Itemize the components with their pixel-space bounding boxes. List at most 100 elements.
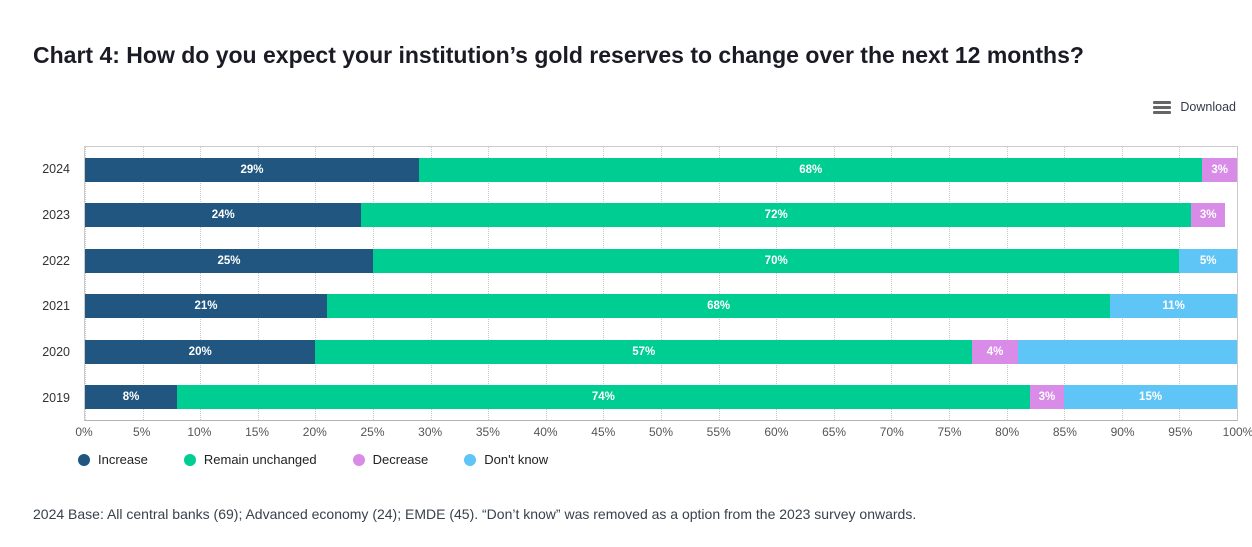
x-axis-tick-label: 25% (360, 425, 385, 439)
legend-item[interactable]: Remain unchanged (183, 452, 317, 467)
bar-value-label: 8% (122, 391, 140, 404)
x-axis-tick-label: 0% (75, 425, 93, 439)
gridline (1121, 147, 1123, 420)
bar-segment[interactable]: 3% (1202, 157, 1237, 182)
y-axis-label: 2020 (42, 345, 70, 360)
gridline (257, 147, 259, 420)
x-axis-tick-label: 55% (706, 425, 731, 439)
bar-segment[interactable]: 3% (1029, 385, 1065, 410)
bar-segment[interactable]: 25% (85, 248, 373, 273)
bar-segment[interactable]: 3% (1190, 203, 1226, 228)
bar-segment[interactable]: 29% (85, 157, 420, 182)
bar-segment[interactable]: 11% (1110, 294, 1237, 319)
x-axis-tick-label: 40% (533, 425, 558, 439)
y-axis-label: 2019 (42, 391, 70, 406)
gridline (1006, 147, 1008, 420)
x-axis-tick-label: 70% (879, 425, 904, 439)
bar-value-label: 4% (986, 345, 1004, 358)
gridline (545, 147, 547, 420)
x-axis-labels: 0% 5% 10% 15% 20% 25% 30% 35% 40% 45% 50% 55% 60% 65%… (75, 425, 1252, 441)
bar-value-label: 57% (632, 345, 656, 358)
hamburger-menu-icon (1153, 100, 1172, 114)
bar-value-label: 5% (1199, 254, 1217, 267)
x-axis-tick-label: 95% (1168, 425, 1193, 439)
gridline (373, 147, 374, 420)
bar-segment[interactable] (1018, 339, 1237, 364)
bar-value-label: 74% (591, 391, 615, 404)
legend-marker-icon (464, 453, 477, 466)
bar-row-2024: 29% 68% 3% (85, 157, 1237, 182)
y-axis-label: 2024 (42, 161, 70, 176)
y-axis-label: 2023 (42, 207, 70, 222)
bar-segment[interactable]: 68% (419, 157, 1203, 182)
bar-segment[interactable]: 74% (177, 385, 1030, 410)
gridline (833, 147, 835, 420)
bar-segment[interactable]: 57% (315, 339, 973, 364)
stacked-bar-plot-area: 29% 68% 3% 24% 72% 3% 25% 70% 5% 21% 68% 11% 20% 57% 4… (84, 146, 1238, 421)
x-axis-tick-label: 5% (133, 425, 151, 439)
gridline (1237, 147, 1238, 420)
gridline (488, 147, 490, 420)
bar-segment[interactable]: 70% (373, 248, 1180, 273)
x-axis-tick-label: 10% (187, 425, 212, 439)
x-axis-tick-label: 45% (591, 425, 616, 439)
gridline (315, 147, 317, 420)
bar-segment[interactable]: 4% (972, 339, 1019, 364)
legend-item[interactable]: Increase (78, 452, 148, 467)
x-axis-tick-label: 65% (822, 425, 847, 439)
bar-segment[interactable]: 5% (1179, 248, 1237, 273)
gridline (142, 147, 144, 420)
legend-item[interactable]: Don't know (464, 452, 548, 467)
bar-value-label: 29% (240, 163, 264, 176)
gridline (1179, 147, 1181, 420)
gridline (891, 147, 893, 420)
gridline (430, 147, 432, 420)
x-axis-tick-label: 30% (418, 425, 443, 439)
bar-row-2023: 24% 72% 3% (85, 203, 1237, 228)
bar-segment[interactable]: 24% (85, 203, 362, 228)
bar-segment[interactable]: 21% (85, 294, 327, 319)
bar-row-2021: 21% 68% 11% (85, 294, 1237, 319)
gridline (776, 147, 778, 420)
legend-marker-icon (78, 453, 90, 466)
legend-marker-icon (352, 453, 365, 466)
bar-segment[interactable]: 8% (85, 385, 178, 410)
gridline (1064, 147, 1066, 420)
legend-label: Don't know (484, 452, 549, 467)
y-axis-label: 2022 (42, 253, 70, 268)
download-label: Download (1180, 100, 1236, 114)
legend-label: Decrease (372, 452, 429, 467)
gridline (661, 147, 662, 420)
y-axis-label: 2021 (42, 299, 70, 314)
bar-segment[interactable]: 68% (326, 294, 1111, 319)
download-button[interactable]: Download (1153, 100, 1236, 114)
bar-value-label: 72% (764, 209, 788, 222)
bar-segment[interactable]: 20% (85, 339, 316, 364)
gridline (718, 147, 720, 420)
bar-value-label: 3% (1038, 391, 1056, 404)
bar-value-label: 68% (799, 163, 823, 176)
bar-value-label: 3% (1211, 163, 1229, 176)
legend-label: Increase (98, 452, 148, 467)
bar-value-label: 68% (707, 300, 731, 313)
x-axis-tick-label: 90% (1110, 425, 1135, 439)
gridline (603, 147, 605, 420)
bar-value-label: 3% (1199, 209, 1217, 222)
x-axis-tick-label: 35% (475, 425, 500, 439)
x-axis-tick-label: 85% (1052, 425, 1077, 439)
bar-value-label: 20% (188, 345, 212, 358)
legend-marker-icon (183, 453, 196, 466)
x-axis-tick-label: 20% (302, 425, 327, 439)
bar-segment[interactable]: 15% (1064, 385, 1237, 410)
legend-label: Remain unchanged (203, 452, 317, 467)
bar-row-2020: 20% 57% 4% (85, 339, 1237, 364)
bar-segment[interactable]: 72% (361, 203, 1191, 228)
bar-value-label: 11% (1162, 300, 1185, 313)
y-axis-labels: 2024 2023 2022 2021 2020 2019 (0, 146, 70, 421)
legend-item[interactable]: Decrease (352, 452, 429, 467)
x-axis-tick-label: 15% (245, 425, 270, 439)
gridline (200, 147, 202, 420)
bar-value-label: 24% (211, 209, 235, 222)
gridline (949, 147, 950, 420)
